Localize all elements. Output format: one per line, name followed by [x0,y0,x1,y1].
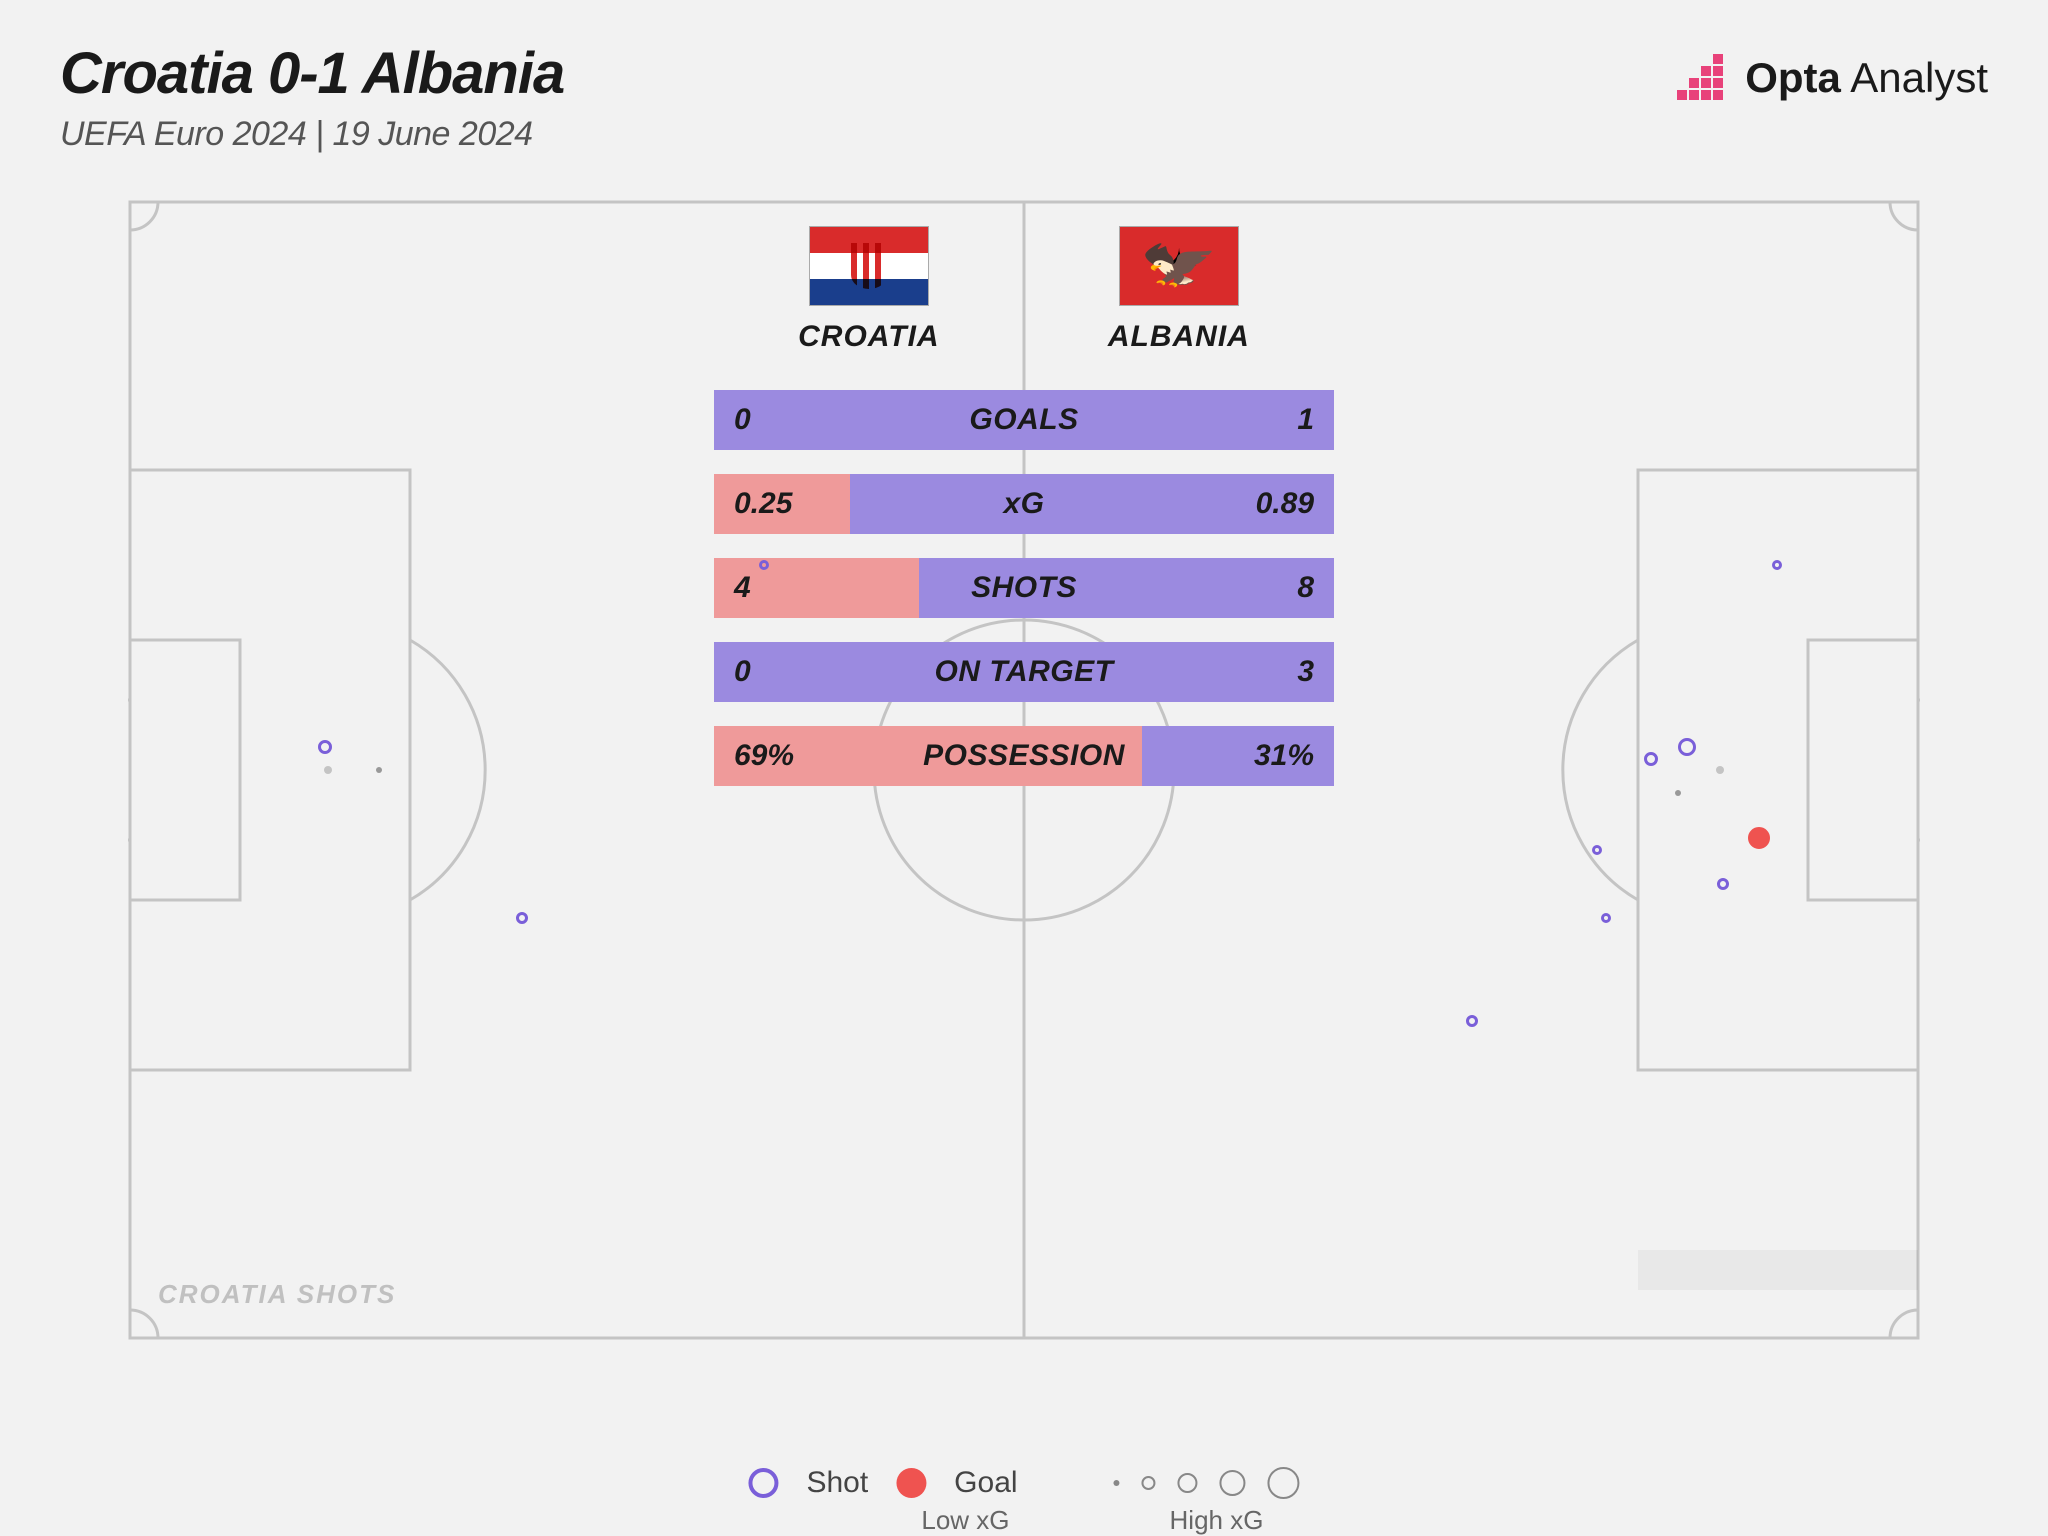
left-side-label: CROATIA SHOTS [158,1279,396,1310]
pitch: ✦ 🦅 CROATIA ALBANIA 0GOALS10.25xG0.894SH… [128,200,1920,1340]
legend-sizes [1114,1467,1300,1499]
legend-high-label: High xG [1170,1505,1264,1536]
shots-layer [128,200,1920,1340]
shot-marker [759,560,769,570]
header: Croatia 0-1 Albania UEFA Euro 2024 | 19 … [60,40,564,154]
legend-size-marker [1178,1473,1198,1493]
legend-goal-label: Goal [954,1466,1017,1500]
legend-low-label: Low xG [921,1505,1009,1536]
opta-icon [1675,50,1731,106]
goal-marker [1748,827,1770,849]
legend-size-marker [1220,1470,1246,1496]
shot-marker [376,767,382,773]
legend-size-marker [1142,1476,1156,1490]
shot-marker [1717,878,1729,890]
legend-size-marker [1114,1480,1120,1486]
legend-shot-label: Shot [806,1466,868,1500]
brand-logo: Opta Analyst [1675,50,1988,106]
shot-marker [1644,752,1658,766]
shot-marker [1772,560,1782,570]
legend-size-marker [1268,1467,1300,1499]
legend-goal-icon [896,1468,926,1498]
shot-marker [1466,1015,1478,1027]
shot-marker [1678,738,1696,756]
shot-marker [1592,845,1602,855]
legend: Shot Goal [748,1466,1299,1500]
match-title: Croatia 0-1 Albania [60,40,564,107]
brand-text: Opta Analyst [1745,54,1988,102]
legend-shot-icon [748,1468,778,1498]
shot-marker [1675,790,1681,796]
shot-marker [318,740,332,754]
legend-size-labels: Low xG High xG [921,1505,1263,1536]
shot-marker [1601,913,1611,923]
shot-marker [516,912,528,924]
match-subtitle: UEFA Euro 2024 | 19 June 2024 [60,115,564,154]
